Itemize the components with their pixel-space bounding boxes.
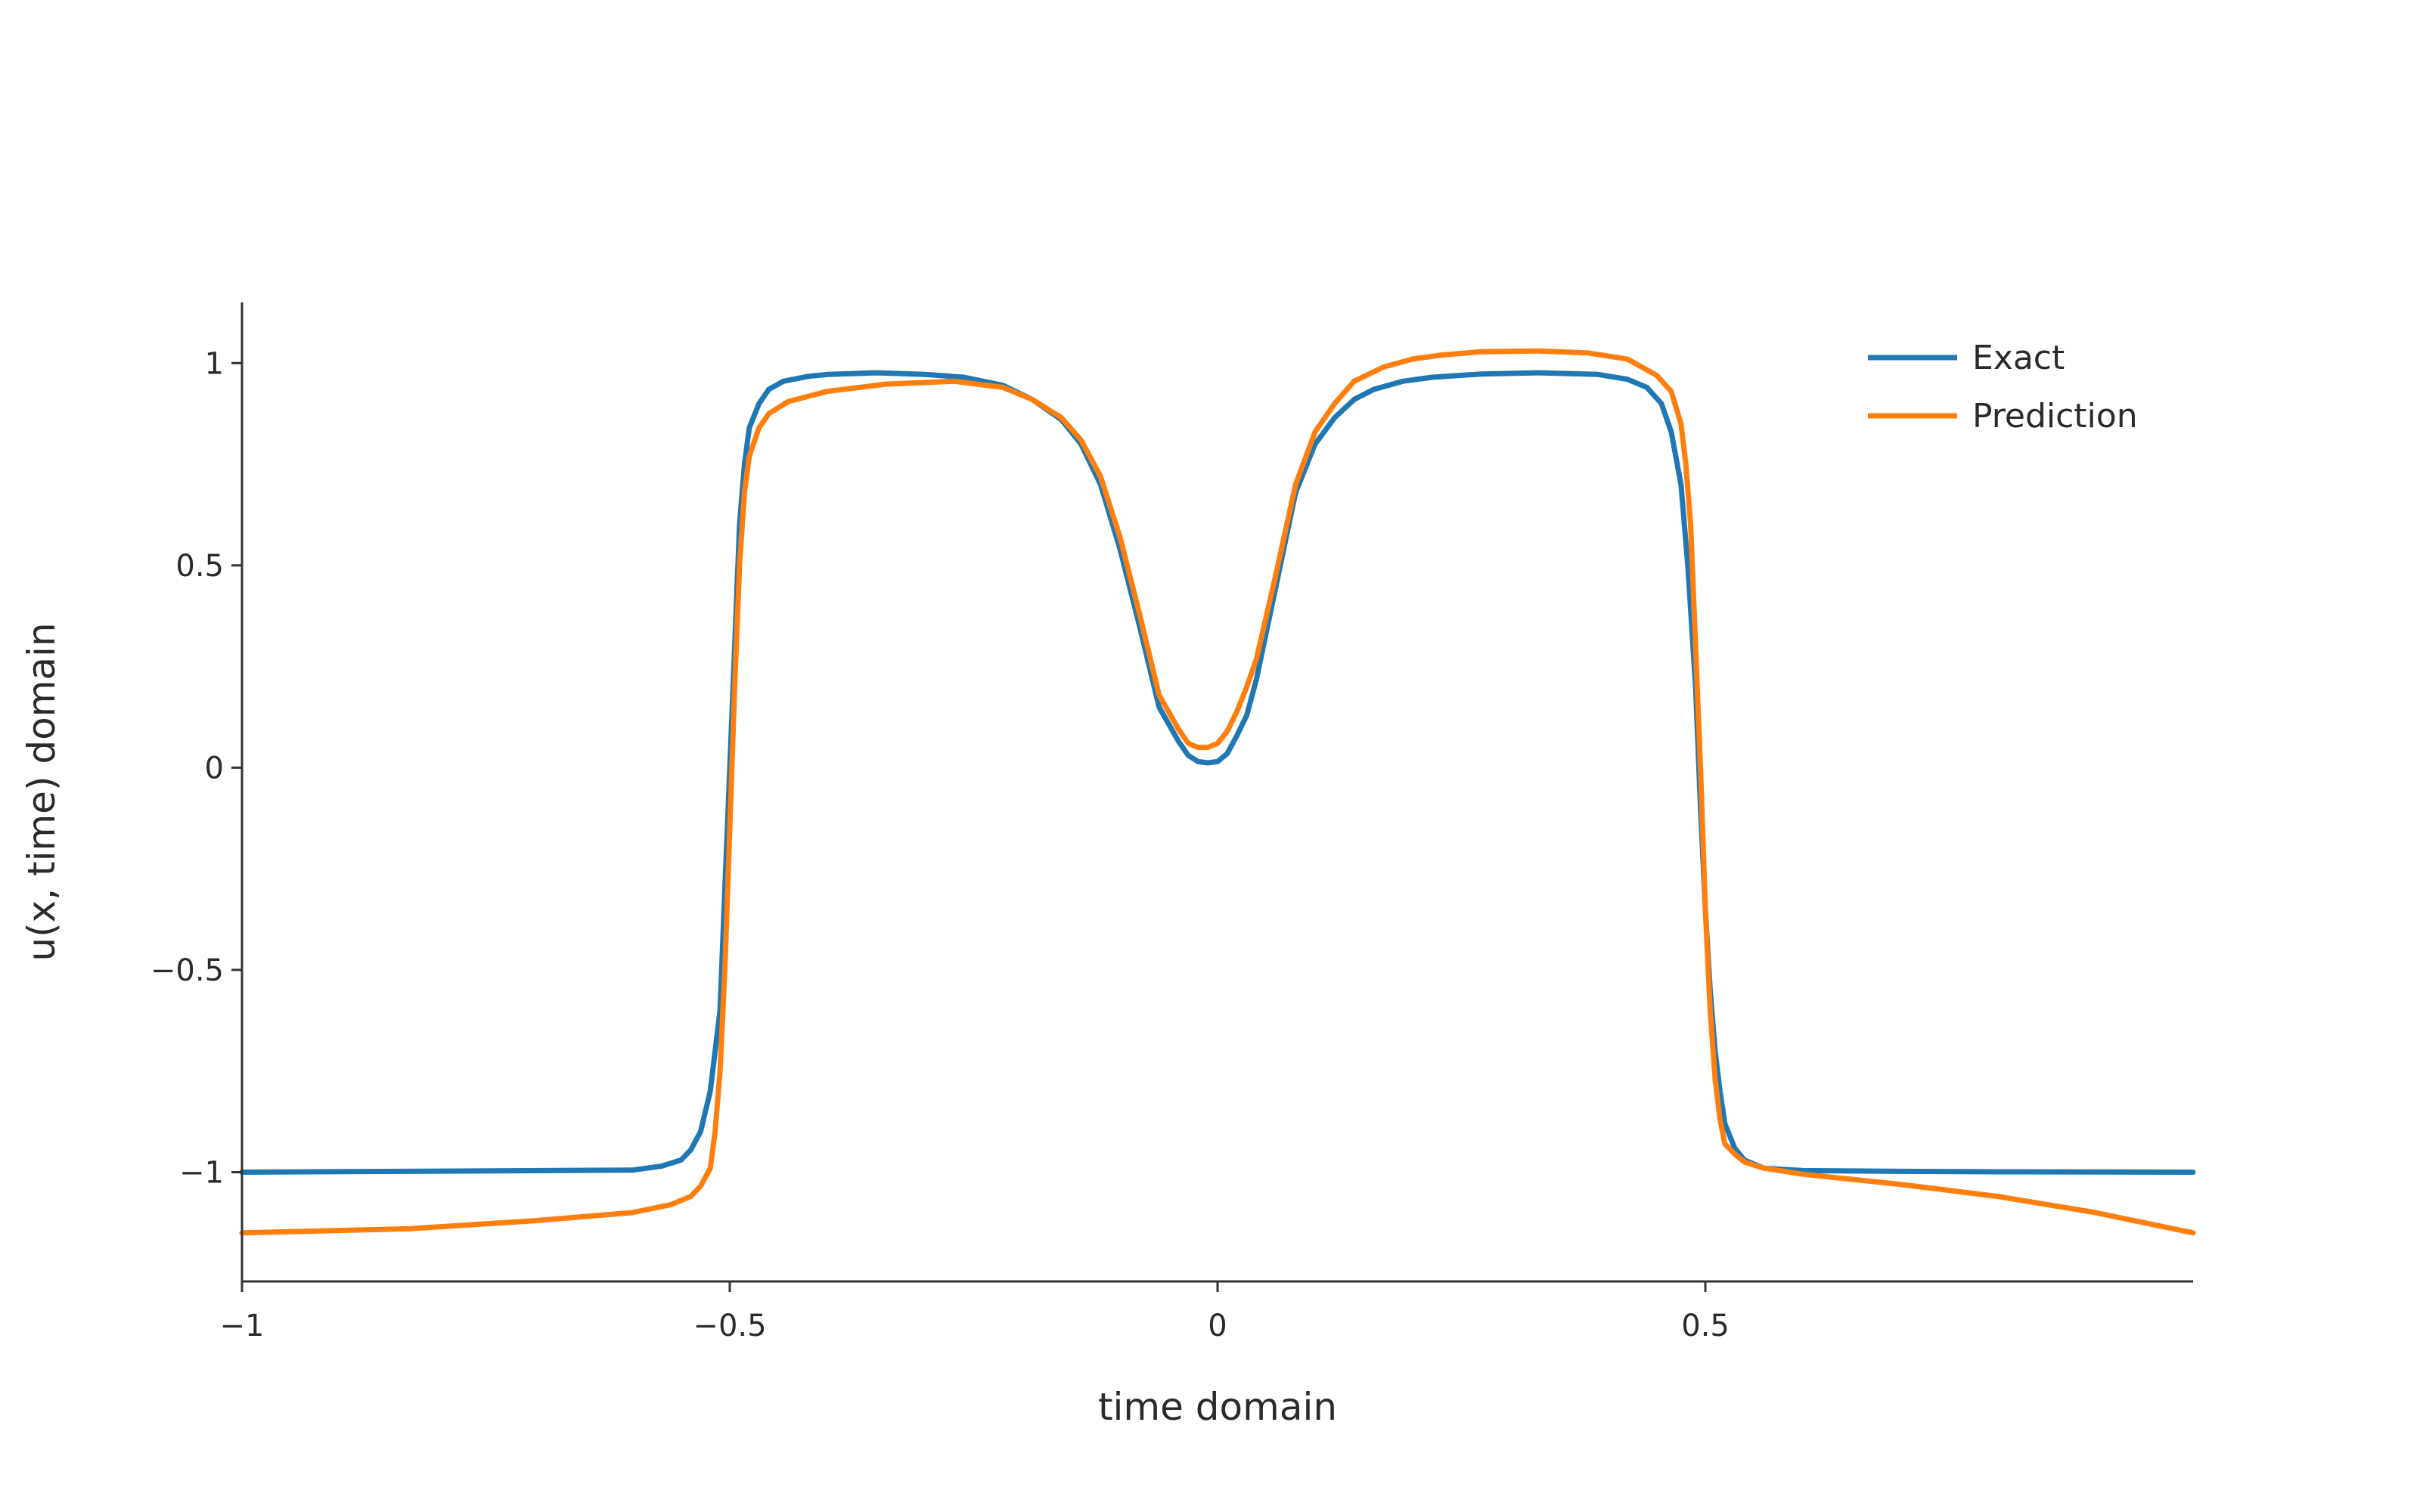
x-tick-label: 0 — [1208, 1309, 1227, 1343]
x-axis-ticks: −1 −0.5 0 0.5 — [220, 1281, 1730, 1343]
plot-area — [239, 348, 2196, 1236]
legend-label-prediction: Prediction — [1972, 397, 2138, 435]
y-tick-label: 0.5 — [175, 549, 224, 584]
y-tick-label: 1 — [205, 346, 224, 381]
y-axis-ticks: 1 0.5 0 −0.5 −1 — [150, 346, 242, 1191]
y-axis-title: u(x, time) domain — [20, 622, 64, 961]
x-tick-label: −1 — [220, 1309, 265, 1343]
series-layer — [239, 348, 2196, 1236]
y-tick-label: −0.5 — [150, 953, 224, 988]
y-tick-label: −1 — [179, 1156, 224, 1191]
x-axis-title: time domain — [1098, 1385, 1337, 1429]
legend: Exact Prediction — [1868, 339, 2138, 435]
legend-label-exact: Exact — [1972, 339, 2065, 377]
x-tick-label: −0.5 — [693, 1309, 766, 1343]
y-tick-label: 0 — [205, 751, 224, 785]
x-tick-label: 0.5 — [1681, 1309, 1730, 1343]
series-line-prediction — [239, 348, 2196, 1236]
series-line-exact — [239, 370, 2196, 1175]
